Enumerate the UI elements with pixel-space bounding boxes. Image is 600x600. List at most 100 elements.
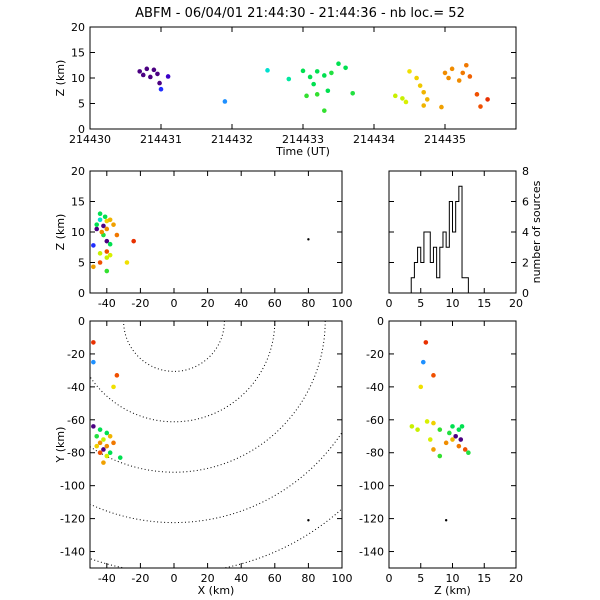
time-height-point xyxy=(403,99,409,105)
time-height-point xyxy=(148,74,153,80)
time-height-frame xyxy=(89,26,517,130)
time-height-point xyxy=(456,78,462,83)
x-height-point xyxy=(104,255,110,260)
range-ring-2 xyxy=(90,321,276,423)
x-height-xtick-label: -20 xyxy=(131,297,149,310)
plan-view-xtick-label: -20 xyxy=(131,572,149,585)
plan-view-point xyxy=(104,430,110,436)
x-height-point xyxy=(104,238,110,244)
z-y-view-point xyxy=(415,427,420,432)
time-height-point xyxy=(417,83,423,88)
time-height-ytick-label: 5 xyxy=(78,98,85,111)
plan-view-xtick-label: -40 xyxy=(98,572,116,585)
plan-view-ytick-label: -100 xyxy=(60,480,85,493)
plan-view-points xyxy=(91,340,310,522)
plan-view-ytick-label: 0 xyxy=(78,315,85,328)
time-height-point xyxy=(314,69,320,74)
plan-view-point xyxy=(101,437,106,442)
plan-view-point xyxy=(107,433,113,439)
time-height-ytick-label: 10 xyxy=(71,72,85,85)
time-height-point xyxy=(460,70,466,76)
z-y-view-point xyxy=(444,519,448,522)
x-height-point xyxy=(94,226,100,232)
time-height-point xyxy=(467,74,473,79)
z-y-view-ytick-label: 0 xyxy=(377,315,384,328)
z-y-view-frame xyxy=(388,320,517,569)
height-histogram-ytick-label: 2 xyxy=(522,257,529,270)
plan-view-ytick-label: -20 xyxy=(67,348,85,361)
time-height-point xyxy=(325,88,331,94)
time-height-xtick-label: 214431 xyxy=(140,133,182,146)
z-y-view-ytick-label: -60 xyxy=(366,414,384,427)
plan-view-point xyxy=(104,453,110,459)
x-height-xtick-label: 80 xyxy=(301,297,315,310)
plan-view-axes: -40 -20 0 20 40 60 80 100 0 -20 -40 -60 -80 -100 -120 -… xyxy=(54,315,353,597)
x-height-frame xyxy=(89,170,343,294)
plan-view-frame xyxy=(89,320,343,569)
z-y-view-point xyxy=(431,373,436,378)
x-height-point xyxy=(114,232,120,238)
plan-view-point xyxy=(111,384,116,390)
z-y-view-point xyxy=(466,450,471,456)
x-height-point xyxy=(91,264,96,270)
z-y-view-point xyxy=(462,447,468,452)
plan-view-xtick-label: 20 xyxy=(201,572,215,585)
x-height-point xyxy=(124,260,130,265)
plan-view-ytick-label: -40 xyxy=(67,381,85,394)
z-y-view-ytick-label: -140 xyxy=(359,546,384,559)
time-height-point xyxy=(400,96,405,101)
time-height-xtick-label: 214435 xyxy=(424,133,466,146)
time-height-point xyxy=(336,61,341,67)
time-height-point xyxy=(421,89,427,95)
plan-view-ytick-label: -120 xyxy=(60,513,85,526)
time-height-xtick-label: 214430 xyxy=(69,133,111,146)
z-y-view-point xyxy=(431,420,436,426)
time-height-point xyxy=(442,70,448,76)
plan-view-point xyxy=(107,450,113,456)
time-height-point xyxy=(322,108,327,113)
time-height-points xyxy=(137,61,490,113)
x-height-point xyxy=(91,243,96,248)
height-histogram-ytick-label: 8 xyxy=(522,165,529,178)
time-height-point xyxy=(439,104,444,110)
z-y-view-point xyxy=(424,419,430,424)
time-height-point xyxy=(314,92,320,97)
time-height-point xyxy=(165,74,171,79)
height-histogram-xtick-label: 5 xyxy=(417,297,424,310)
x-height-ytick-label: 20 xyxy=(71,165,85,178)
z-y-view-xtick-label: 0 xyxy=(386,572,393,585)
z-y-view-point xyxy=(458,437,464,442)
plan-view-point xyxy=(91,359,96,365)
time-height-point xyxy=(265,68,270,73)
time-height-point xyxy=(307,74,313,80)
plan-view-xtick-label: 40 xyxy=(234,572,248,585)
z-y-view-ytick-label: -100 xyxy=(359,480,384,493)
z-y-view-xtick-label: 15 xyxy=(477,572,491,585)
x-height-ytick-label: 0 xyxy=(78,287,85,300)
z-y-view-point xyxy=(437,453,443,459)
height-histogram-xtick-label: 15 xyxy=(477,297,491,310)
plan-view-point xyxy=(111,440,116,446)
time-height-point xyxy=(300,68,306,74)
z-y-view-point xyxy=(431,447,436,452)
time-height-point xyxy=(144,66,150,72)
z-y-view-xlabel: Z (km) xyxy=(434,584,471,597)
x-height-point xyxy=(111,222,116,227)
time-height-point xyxy=(449,66,455,72)
time-height-xtick-label: 214433 xyxy=(282,133,324,146)
plan-view-point xyxy=(91,340,96,345)
time-height-point xyxy=(155,71,160,77)
x-height-point xyxy=(104,249,110,254)
time-height-point xyxy=(322,73,327,78)
x-height-ylabel: Z (km) xyxy=(54,214,67,251)
z-y-view-point xyxy=(437,427,443,432)
time-height-ytick-label: 15 xyxy=(71,47,85,60)
height-histogram-ytick-label: 6 xyxy=(522,196,529,209)
time-height-point xyxy=(157,80,162,86)
plan-view-point xyxy=(91,424,96,429)
plan-view-xlabel: X (km) xyxy=(198,584,235,597)
time-height-xlabel: Time (UT) xyxy=(275,145,330,158)
time-height-point xyxy=(446,75,451,81)
x-height-point xyxy=(104,268,110,274)
